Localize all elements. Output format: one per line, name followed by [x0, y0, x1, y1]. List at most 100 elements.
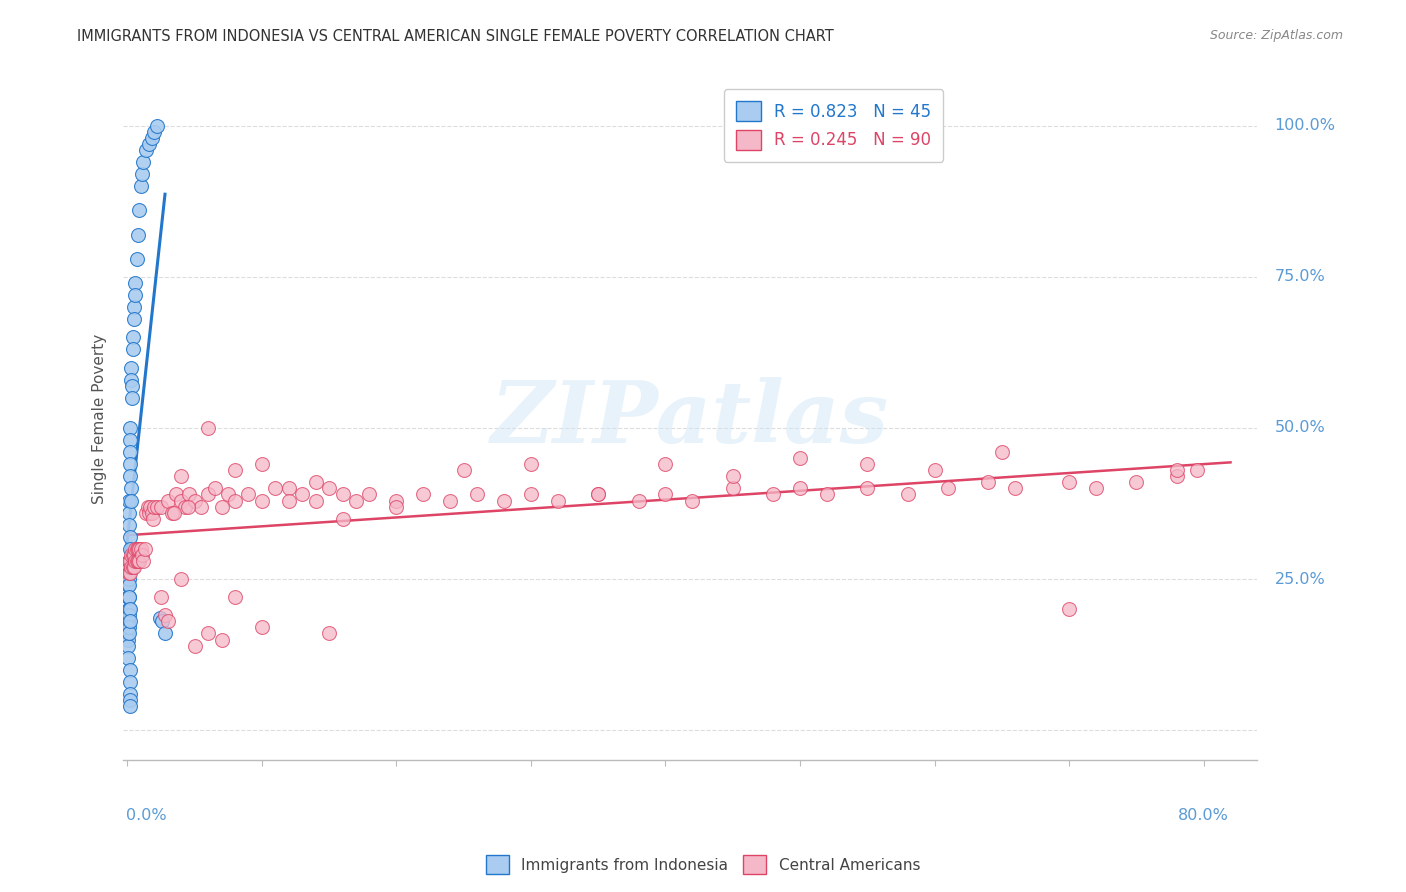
Point: [118, 572, 141, 586]
Point: [120, 698, 142, 713]
Point: [118, 591, 141, 605]
Point: [118, 554, 141, 568]
Point: [149, 611, 172, 625]
Point: [163, 506, 186, 520]
Point: [120, 693, 142, 707]
Point: [118, 566, 141, 580]
Point: [124, 276, 146, 290]
Point: [117, 639, 139, 653]
Point: [121, 548, 143, 562]
Point: [128, 554, 150, 568]
Point: [128, 203, 150, 218]
Point: [856, 482, 879, 496]
Text: 25.0%: 25.0%: [1274, 572, 1326, 587]
Point: [118, 687, 141, 701]
Point: [359, 487, 381, 501]
Point: [118, 560, 141, 574]
Point: [117, 615, 139, 629]
Point: [156, 493, 179, 508]
Point: [344, 493, 367, 508]
Point: [721, 469, 744, 483]
Point: [250, 620, 273, 634]
Point: [149, 500, 172, 514]
Point: [150, 615, 173, 629]
Point: [197, 421, 219, 435]
Text: 75.0%: 75.0%: [1274, 269, 1326, 285]
Point: [127, 554, 149, 568]
Point: [118, 554, 141, 568]
Point: [121, 378, 143, 392]
Point: [117, 632, 139, 647]
Point: [153, 608, 176, 623]
Point: [125, 554, 148, 568]
Point: [120, 469, 142, 483]
Point: [143, 125, 166, 139]
Point: [170, 572, 193, 586]
Point: [250, 493, 273, 508]
Point: [211, 500, 233, 514]
Point: [146, 500, 169, 514]
Point: [174, 500, 197, 514]
Point: [224, 493, 246, 508]
Point: [117, 650, 139, 665]
Point: [118, 566, 141, 580]
Point: [385, 493, 408, 508]
Point: [120, 482, 142, 496]
Point: [183, 639, 205, 653]
Point: [1125, 475, 1147, 490]
Point: [197, 626, 219, 640]
Point: [118, 602, 141, 616]
Point: [197, 487, 219, 501]
Point: [721, 482, 744, 496]
Point: [453, 463, 475, 477]
Text: 100.0%: 100.0%: [1274, 119, 1336, 133]
Point: [120, 373, 142, 387]
Point: [183, 493, 205, 508]
Text: 0.0%: 0.0%: [127, 808, 167, 823]
Point: [118, 663, 141, 677]
Point: [1057, 475, 1080, 490]
Point: [136, 500, 159, 514]
Point: [153, 626, 176, 640]
Point: [332, 487, 354, 501]
Point: [118, 421, 141, 435]
Point: [118, 620, 141, 634]
Point: [936, 482, 959, 496]
Point: [138, 136, 160, 151]
Point: [117, 626, 139, 640]
Point: [305, 493, 328, 508]
Point: [121, 330, 143, 344]
Point: [586, 487, 609, 501]
Point: [135, 143, 157, 157]
Point: [204, 482, 226, 496]
Point: [179, 487, 201, 501]
Text: 80.0%: 80.0%: [1178, 808, 1229, 823]
Point: [117, 620, 139, 634]
Point: [217, 487, 239, 501]
Point: [131, 167, 153, 181]
Point: [762, 487, 785, 501]
Point: [156, 615, 179, 629]
Point: [124, 541, 146, 556]
Point: [143, 500, 166, 514]
Point: [520, 487, 543, 501]
Point: [118, 530, 141, 544]
Point: [141, 506, 163, 520]
Point: [924, 463, 946, 477]
Point: [118, 493, 141, 508]
Point: [547, 493, 569, 508]
Legend: R = 0.823   N = 45, R = 0.245   N = 90: R = 0.823 N = 45, R = 0.245 N = 90: [724, 89, 943, 161]
Point: [118, 506, 141, 520]
Point: [492, 493, 515, 508]
Point: [117, 591, 139, 605]
Point: [250, 457, 273, 471]
Point: [121, 391, 143, 405]
Point: [127, 541, 149, 556]
Point: [127, 227, 149, 242]
Text: Source: ZipAtlas.com: Source: ZipAtlas.com: [1209, 29, 1343, 42]
Point: [211, 632, 233, 647]
Text: ZIPatlas: ZIPatlas: [491, 377, 890, 460]
Y-axis label: Single Female Poverty: Single Female Poverty: [93, 334, 107, 504]
Point: [332, 511, 354, 525]
Point: [190, 500, 212, 514]
